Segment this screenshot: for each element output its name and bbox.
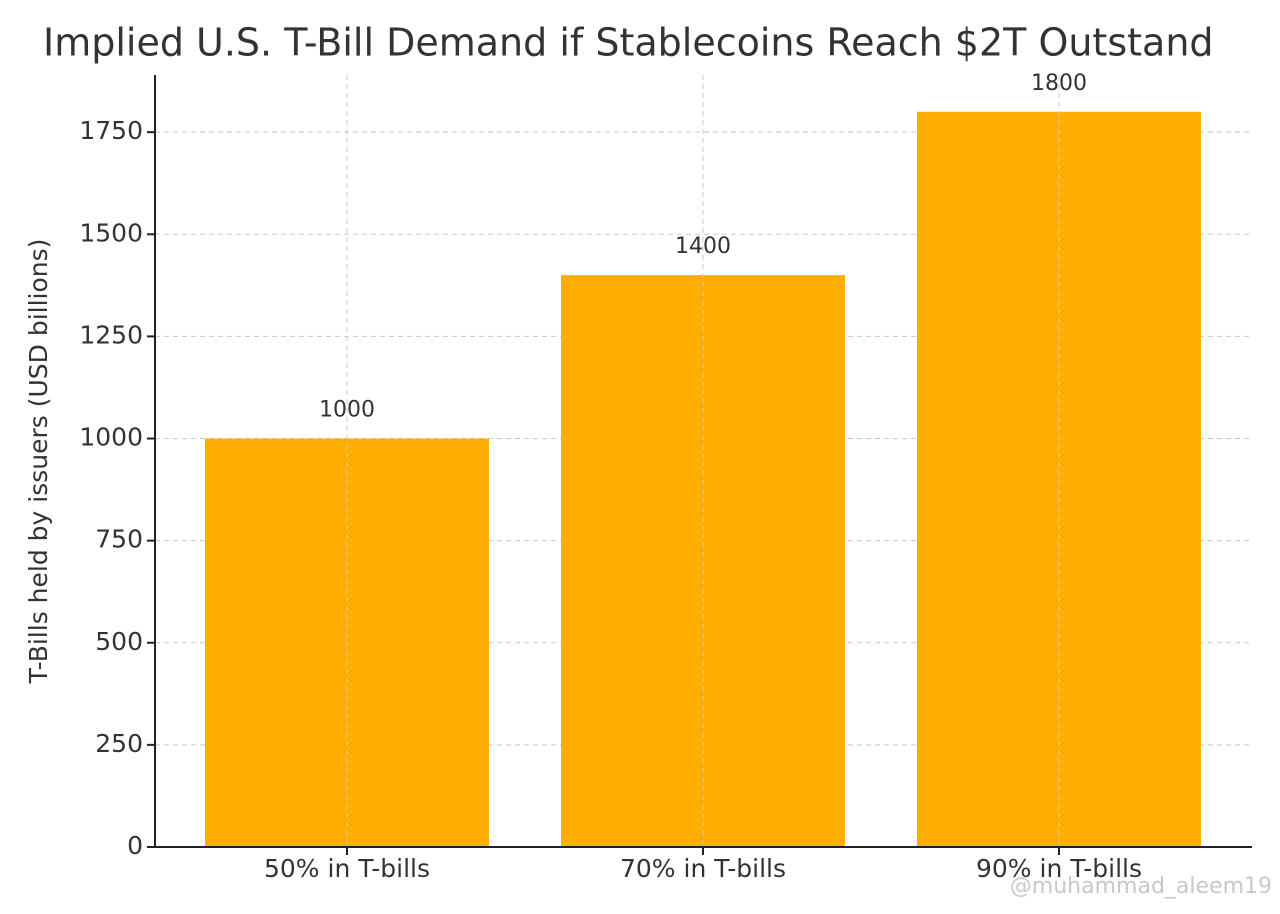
y-tick-label: 250 [95,729,143,758]
y-tick-label: 1250 [79,320,143,349]
y-tick-label: 1500 [79,218,143,247]
value-label: 1800 [1031,71,1087,96]
chart-title: Implied U.S. T-Bill Demand if Stablecoin… [43,21,1214,65]
y-tick-label: 0 [127,831,143,860]
x-tick-label: 70% in T-bills [620,854,786,883]
x-tick-label: 90% in T-bills [976,854,1142,883]
x-tick-label: 50% in T-bills [264,854,430,883]
y-axis-label: T-Bills held by issuers (USD billions) [24,239,53,685]
y-tick-label: 750 [95,525,143,554]
watermark: @muhammad_aleem19 [1010,874,1272,899]
y-tick-label: 500 [95,627,143,656]
y-tick-label: 1000 [79,423,143,452]
y-tick-label: 1750 [79,116,143,145]
